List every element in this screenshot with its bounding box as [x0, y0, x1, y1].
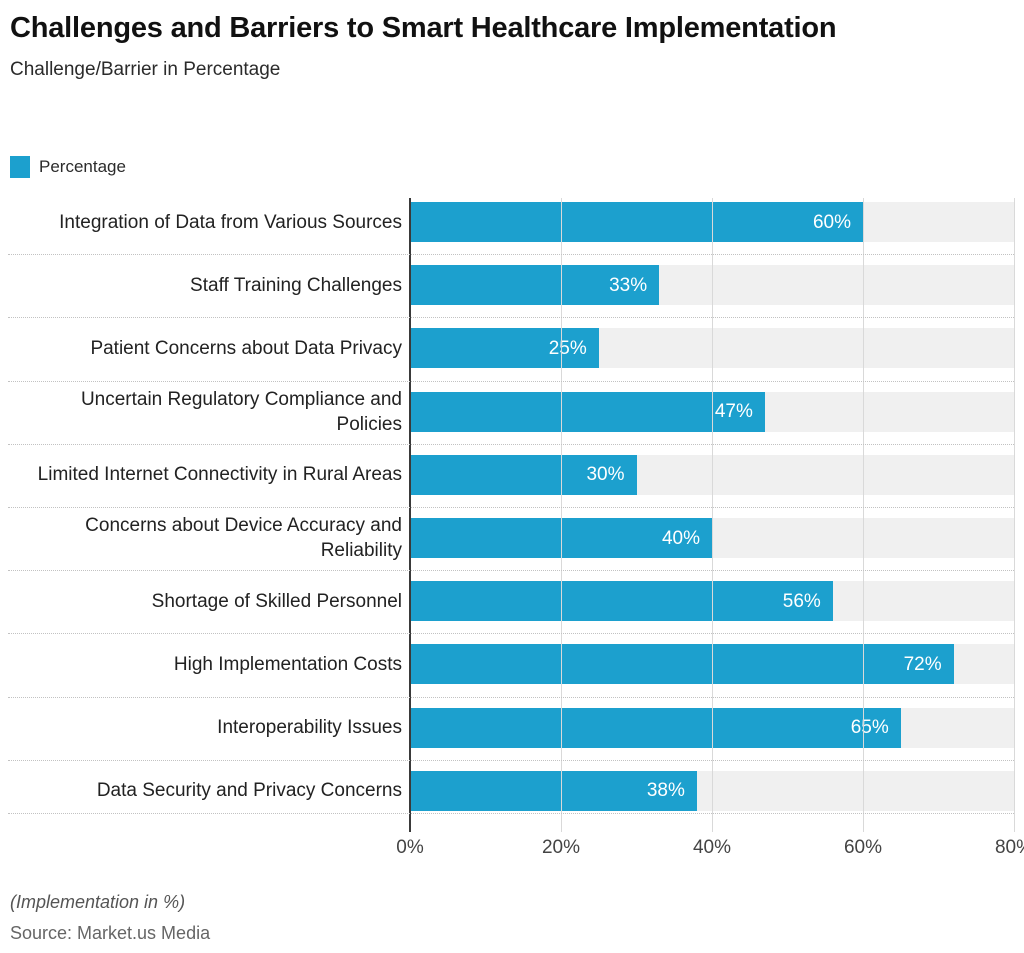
- x-axis-tick-label: 60%: [843, 837, 883, 858]
- gridline-vertical: [1014, 198, 1015, 832]
- x-axis-tick-label: 80%: [994, 837, 1024, 858]
- category-label: Data Security and Privacy Concerns: [0, 778, 404, 803]
- footnote-text: (Implementation in %): [10, 892, 186, 912]
- bar-value-label: 47%: [714, 401, 753, 423]
- category-label: Shortage of Skilled Personnel: [0, 589, 404, 614]
- category-label-line: Reliability: [320, 540, 402, 561]
- category-label-line: Interoperability Issues: [217, 717, 402, 739]
- category-label: Concerns about Device Accuracy and Reliab…: [0, 513, 404, 563]
- gridline-vertical: [863, 198, 864, 832]
- bar-value-label: 65%: [850, 717, 889, 739]
- x-axis-tick-label: 0%: [396, 837, 424, 858]
- row-separator: [8, 507, 1014, 508]
- category-label: Limited Internet Connectivity in Rural A…: [0, 462, 404, 487]
- row-separator: [8, 443, 1014, 445]
- category-label-line: High Implementation Costs: [173, 653, 402, 675]
- category-label-line: Shortage of Skilled Personnel: [151, 590, 402, 612]
- category-label: Integration of Data from Various Sources: [0, 210, 404, 235]
- bar-value-label: 38%: [646, 780, 685, 802]
- bar-value-label: 40%: [661, 527, 700, 549]
- value-axis-ticks: 0% 20% 40% 60% 80%: [0, 836, 1024, 864]
- chart-legend[interactable]: Percentage: [10, 156, 126, 178]
- category-axis: Integration of Data from Various Sources…: [0, 198, 404, 832]
- row-separator: [8, 812, 1014, 814]
- bar[interactable]: 60%: [410, 202, 863, 242]
- row-separator: [8, 317, 1014, 319]
- category-label-line: Integration of Data from Various Sources: [59, 211, 402, 233]
- gridline-vertical: [561, 198, 562, 832]
- category-label: Uncertain Regulatory Compliance and Polic…: [0, 387, 404, 437]
- bar-value-label: 30%: [586, 464, 625, 486]
- bar-value-label: 33%: [609, 274, 648, 296]
- x-axis-tick-label: 40%: [692, 837, 732, 858]
- row-separator: [8, 759, 1014, 761]
- row-separator: [8, 380, 1014, 382]
- category-label: Interoperability Issues: [0, 715, 404, 740]
- chart-subtitle: Challenge/Barrier in Percentage: [10, 59, 281, 80]
- category-label-line: Policies: [336, 413, 402, 435]
- bar[interactable]: 72%: [410, 644, 954, 685]
- bar-value-label: 25%: [548, 337, 587, 359]
- row-separator: [8, 633, 1014, 635]
- legend-item-label: Percentage: [39, 157, 126, 176]
- bar-value-label: 60%: [812, 211, 851, 233]
- value-axis-line: [409, 198, 411, 832]
- row-separator: [8, 570, 1014, 572]
- category-label: Staff Training Challenges: [0, 273, 404, 298]
- legend-swatch-icon: [10, 156, 30, 178]
- bar[interactable]: 47%: [410, 391, 765, 432]
- category-label-line: Limited Internet Connectivity in Rural A…: [37, 464, 402, 486]
- gridline-vertical: [712, 198, 713, 832]
- bar[interactable]: 25%: [410, 328, 599, 369]
- bar[interactable]: 33%: [410, 265, 660, 306]
- bar[interactable]: 30%: [410, 454, 637, 495]
- bar[interactable]: 56%: [410, 581, 833, 622]
- bar[interactable]: 38%: [410, 770, 697, 811]
- bar-value-label: 72%: [903, 653, 942, 675]
- chart-header: Challenges and Barriers to Smart Healthc…: [10, 10, 890, 82]
- bar[interactable]: 65%: [410, 707, 901, 748]
- plot-area: Integration of Data from Various Sources…: [0, 198, 1024, 832]
- bar-value-label: 56%: [782, 590, 821, 612]
- row-separator: [8, 696, 1014, 698]
- row-separator: [8, 254, 1014, 256]
- category-label-line: Data Security and Privacy Concerns: [96, 780, 402, 802]
- x-axis-tick-label: 20%: [541, 837, 581, 858]
- chart-footer: (Implementation in %) Source: Market.us …: [10, 890, 910, 945]
- category-label-line: Patient Concerns about Data Privacy: [90, 337, 402, 359]
- page-title: Challenges and Barriers to Smart Healthc…: [10, 12, 837, 44]
- category-label-line: Concerns about Device Accuracy and: [85, 515, 402, 536]
- source-text: Source: Market.us Media: [10, 923, 211, 943]
- category-label-line: Uncertain Regulatory Compliance and: [80, 388, 402, 410]
- category-label: Patient Concerns about Data Privacy: [0, 336, 404, 361]
- category-label-line: Staff Training Challenges: [190, 274, 402, 296]
- category-label: High Implementation Costs: [0, 652, 404, 677]
